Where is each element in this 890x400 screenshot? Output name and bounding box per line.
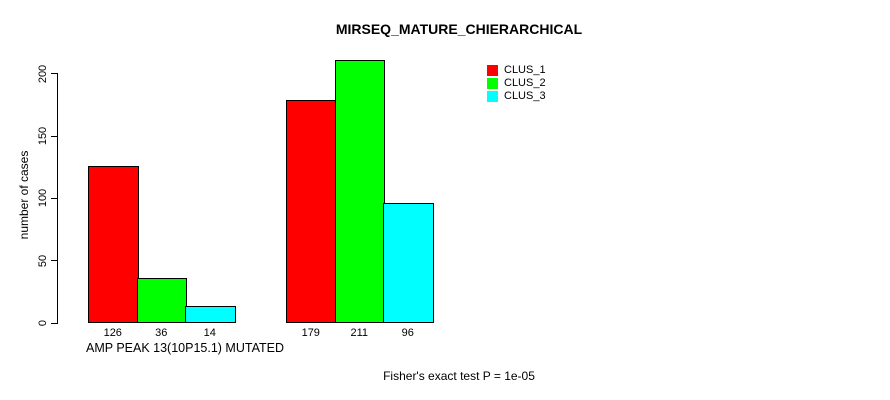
bar-value-label: 96: [401, 327, 414, 339]
y-tick-label: 0: [37, 319, 49, 327]
legend-swatch: [487, 91, 498, 102]
legend-label: CLUS_2: [504, 77, 546, 89]
bar-clus_1-group1: [88, 166, 139, 323]
legend-swatch: [487, 65, 498, 76]
bar-value-label: 211: [350, 327, 369, 339]
legend-item: CLUS_3: [487, 91, 546, 102]
y-axis-label: number of cases: [17, 150, 31, 240]
bar-clus_2-group2: [334, 60, 385, 323]
legend-label: CLUS_1: [504, 64, 546, 76]
legend-swatch: [487, 78, 498, 89]
y-tick-mark: [51, 197, 58, 199]
y-tick-label: 200: [37, 64, 49, 83]
y-tick-mark: [51, 135, 58, 137]
y-tick-mark: [51, 260, 58, 262]
bar-clus_1-group2: [286, 100, 337, 323]
y-tick-label: 100: [37, 189, 49, 208]
bar-clus_3-group2: [383, 203, 434, 323]
y-tick-mark: [51, 322, 58, 324]
legend: CLUS_1 CLUS_2 CLUS_3: [487, 65, 546, 102]
y-tick-label: 150: [37, 126, 49, 146]
bar-value-label: 179: [301, 327, 320, 339]
bar-clus_2-group1: [136, 278, 187, 323]
y-tick-label: 50: [37, 254, 49, 267]
x-axis-label: AMP PEAK 13(10P15.1) MUTATED: [86, 341, 284, 355]
legend-item: CLUS_2: [487, 78, 546, 89]
y-tick-mark: [51, 73, 58, 75]
footnote: Fisher's exact test P = 1e-05: [383, 369, 535, 383]
chart-title: MIRSEQ_MATURE_CHIERARCHICAL: [335, 21, 583, 37]
bar-clus_3-group1: [185, 306, 236, 323]
bar-value-label: 126: [103, 327, 122, 339]
bar-value-label: 14: [203, 327, 216, 339]
bar-value-label: 36: [155, 327, 168, 339]
legend-item: CLUS_1: [487, 65, 546, 76]
legend-label: CLUS_3: [504, 90, 546, 102]
